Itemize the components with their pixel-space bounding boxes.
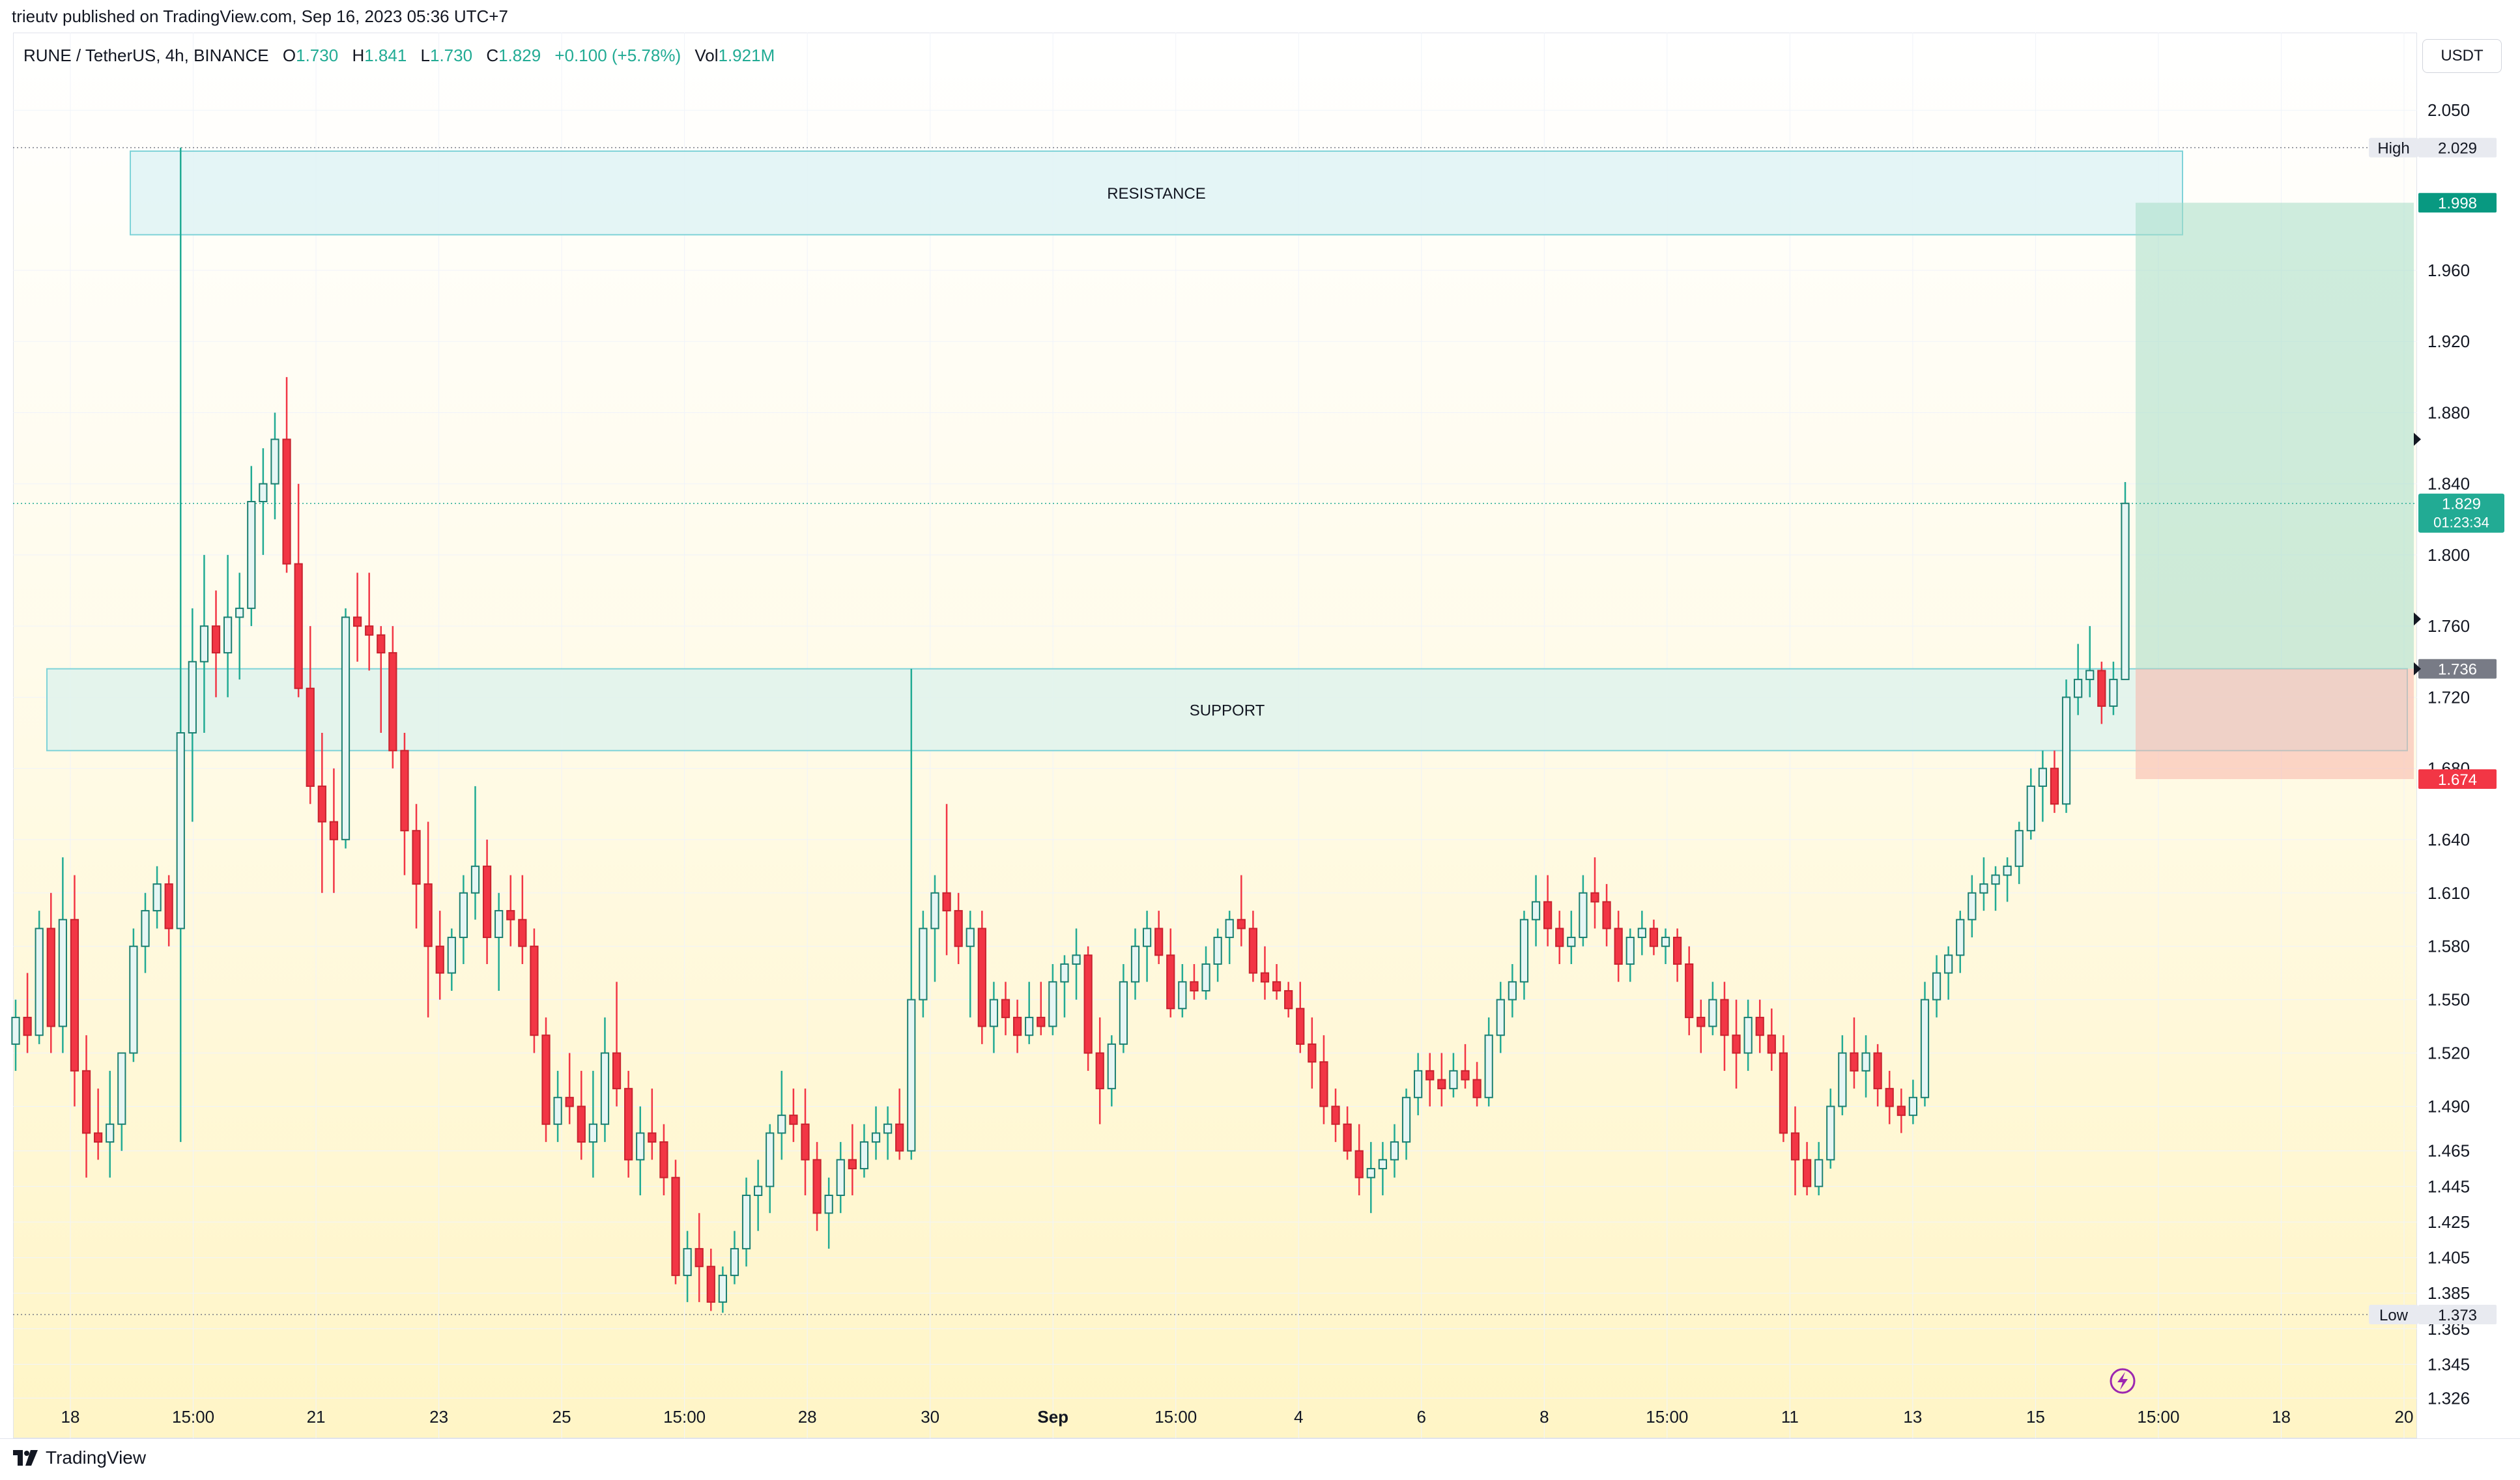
high-label: H — [352, 46, 365, 65]
brand-name: TradingView — [46, 1447, 147, 1468]
price-scale[interactable] — [2418, 33, 2520, 1438]
symbol-name[interactable]: RUNE / TetherUS, 4h, BINANCE — [23, 46, 269, 65]
low-value: 1.730 — [430, 46, 473, 65]
volume-label: Vol — [694, 46, 719, 65]
open-label: O — [282, 46, 296, 65]
symbol-legend: RUNE / TetherUS, 4h, BINANCE O1.730 H1.8… — [23, 46, 775, 66]
volume-value: 1.921M — [718, 46, 775, 65]
tradingview-logo-icon — [13, 1450, 38, 1466]
change-value: +0.100 (+5.78%) — [554, 46, 681, 65]
low-label: L — [420, 46, 430, 65]
close-label: C — [486, 46, 499, 65]
top-bar: trieutv published on TradingView.com, Se… — [0, 0, 2520, 33]
high-value: 1.841 — [364, 46, 407, 65]
footer — [0, 1438, 2520, 1480]
publisher-info: trieutv published on TradingView.com, Se… — [12, 7, 508, 26]
chart-area[interactable] — [13, 33, 2417, 1438]
close-value: 1.829 — [498, 46, 541, 65]
tradingview-logo[interactable]: TradingView — [13, 1447, 146, 1468]
currency-selector[interactable]: USDT — [2422, 39, 2502, 73]
open-value: 1.730 — [296, 46, 339, 65]
